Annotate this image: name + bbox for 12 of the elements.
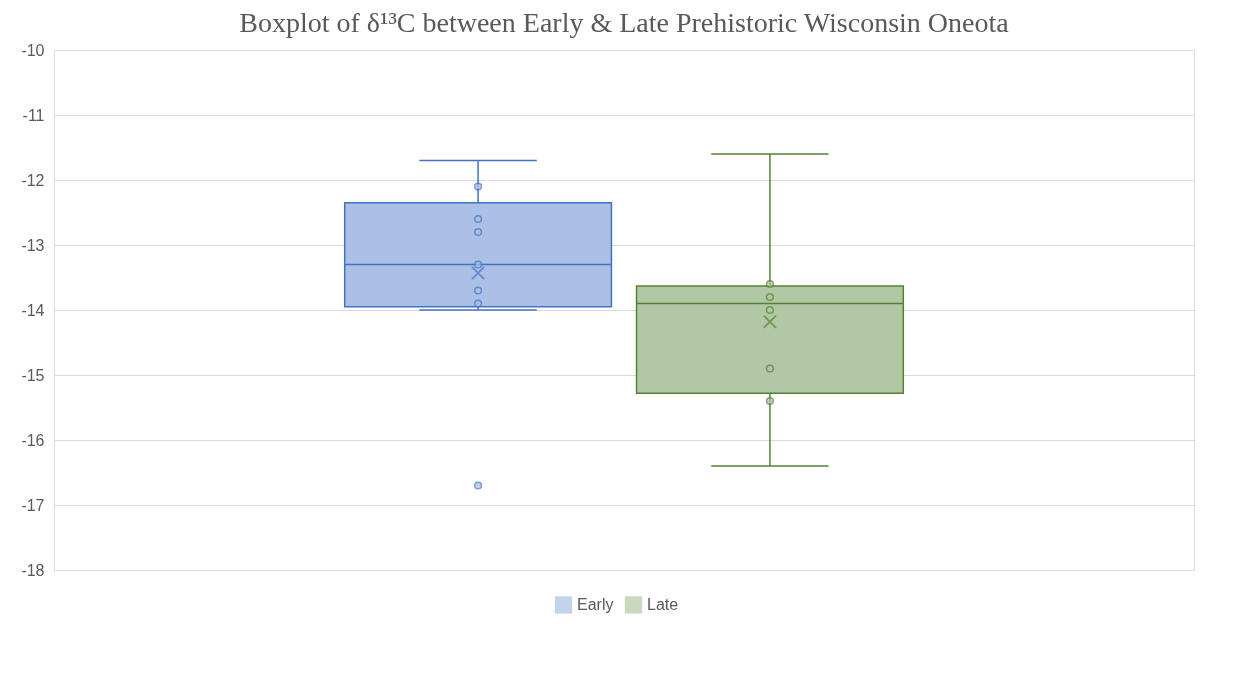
y-tick-label: -10 (21, 41, 45, 59)
y-tick-label: -15 (21, 366, 45, 384)
legend-label: Late (647, 595, 679, 613)
legend-label: Early (577, 595, 614, 613)
y-tick-label: -11 (22, 106, 45, 124)
y-tick-label: -13 (21, 236, 45, 254)
chart-title: Boxplot of δ¹³C between Early & Late Prehistoric Wisconsin Oneota (239, 7, 1010, 38)
y-tick-label: -16 (21, 431, 45, 449)
y-tick-label: -12 (21, 171, 45, 189)
y-tick-label: -14 (21, 301, 45, 319)
y-tick-label: -18 (21, 561, 45, 579)
y-tick-label: -17 (21, 496, 45, 514)
